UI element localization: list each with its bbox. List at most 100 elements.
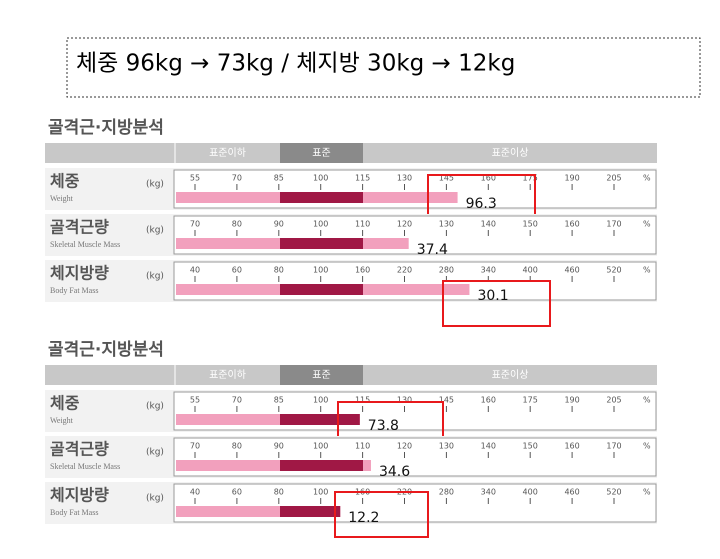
bar [176,414,360,425]
tick-label: 100 [313,442,328,451]
tick-label: 55 [190,396,200,405]
tick-label: 170 [606,220,621,229]
header-box [66,37,701,98]
bar-standard [280,414,360,425]
band-label: 표준이상 [492,369,529,381]
row-english: Skeletal Muscle Mass [50,462,120,471]
tick-label: 90 [274,442,284,451]
tick-label: 110 [355,442,370,451]
tick-label: 110 [355,220,370,229]
tick-label: 460 [564,488,579,497]
row-english: Body Fat Mass [50,286,98,295]
tick-label: 140 [481,442,496,451]
value-label: 34.6 [379,464,410,480]
row-unit: (kg) [146,402,164,412]
tick-label: 160 [355,266,370,275]
tick-label: 175 [523,174,538,183]
tick-label: 100 [313,220,328,229]
band-label: 표준이상 [492,147,529,159]
row-unit: (kg) [146,448,164,458]
value-label: 30.1 [477,288,508,304]
tick-label: 85 [274,396,284,405]
tick-label: 160 [481,174,496,183]
tick-label: 100 [313,266,328,275]
tick-label: 400 [523,488,538,497]
row-unit: (kg) [146,272,164,282]
tick-label: 70 [190,220,200,229]
tick-label: 80 [232,220,242,229]
tick-label: 90 [274,220,284,229]
tick-label: 80 [274,488,284,497]
tick-label: 400 [523,266,538,275]
tick-label: 175 [523,396,538,405]
tick-unit: % [643,442,651,451]
row-name: 체지방량 [50,486,109,505]
tick-label: 70 [190,442,200,451]
tick-label: 145 [439,396,454,405]
tick-label: 220 [397,266,412,275]
row-name: 골격근량 [50,218,109,237]
bar-standard [280,238,363,249]
tick-label: 100 [313,174,328,183]
tick-label: 100 [313,396,328,405]
tick-label: 150 [523,442,538,451]
tick-label: 40 [190,488,200,497]
tick-label: 170 [606,442,621,451]
tick-label: 140 [481,220,496,229]
tick-label: 520 [606,488,621,497]
row-unit: (kg) [146,226,164,236]
tick-label: 160 [564,220,579,229]
tick-label: 340 [481,266,496,275]
row-english: Weight [50,194,74,203]
bar [176,506,341,517]
panel-title: 골격근·지방분석 [48,340,164,360]
tick-label: 40 [190,266,200,275]
value-label: 12.2 [348,510,379,526]
highlight-box [442,280,551,327]
bar-standard [280,284,363,295]
row-name: 골격근량 [50,440,109,459]
tick-label: 280 [439,488,454,497]
row-name: 체중 [50,172,80,191]
tick-label: 80 [274,266,284,275]
tick-label: 150 [523,220,538,229]
tick-label: 70 [232,174,242,183]
band-label: 표준 [312,147,330,159]
tick-label: 160 [481,396,496,405]
bar [176,460,371,471]
row-name: 체지방량 [50,264,109,283]
tick-label: 55 [190,174,200,183]
tick-label: 145 [439,174,454,183]
value-label: 73.8 [368,418,399,434]
tick-label: 520 [606,266,621,275]
band-label: 표준 [312,369,330,381]
bar-standard [280,506,341,517]
row-unit: (kg) [146,180,164,190]
panel-title: 골격근·지방분석 [48,118,164,138]
tick-label: 115 [355,396,370,405]
tick-label: 160 [564,442,579,451]
bar-standard [280,460,363,471]
tick-label: 70 [232,396,242,405]
tick-label: 100 [313,488,328,497]
band-label: 표준이하 [209,146,246,159]
header-band-std [280,143,363,163]
tick-label: 130 [397,174,412,183]
tick-unit: % [643,220,651,229]
tick-unit: % [643,488,651,497]
tick-label: 205 [606,396,621,405]
tick-unit: % [643,266,651,275]
tick-label: 85 [274,174,284,183]
tick-label: 120 [397,220,412,229]
tick-label: 130 [397,396,412,405]
tick-unit: % [643,396,651,405]
highlight-box [334,491,429,538]
tick-label: 115 [355,174,370,183]
header-band-std [280,365,363,385]
bar-standard [280,192,363,203]
row-english: Weight [50,416,74,425]
band-label: 표준이하 [209,368,246,381]
tick-label: 340 [481,488,496,497]
tick-label: 190 [564,396,579,405]
tick-label: 205 [606,174,621,183]
